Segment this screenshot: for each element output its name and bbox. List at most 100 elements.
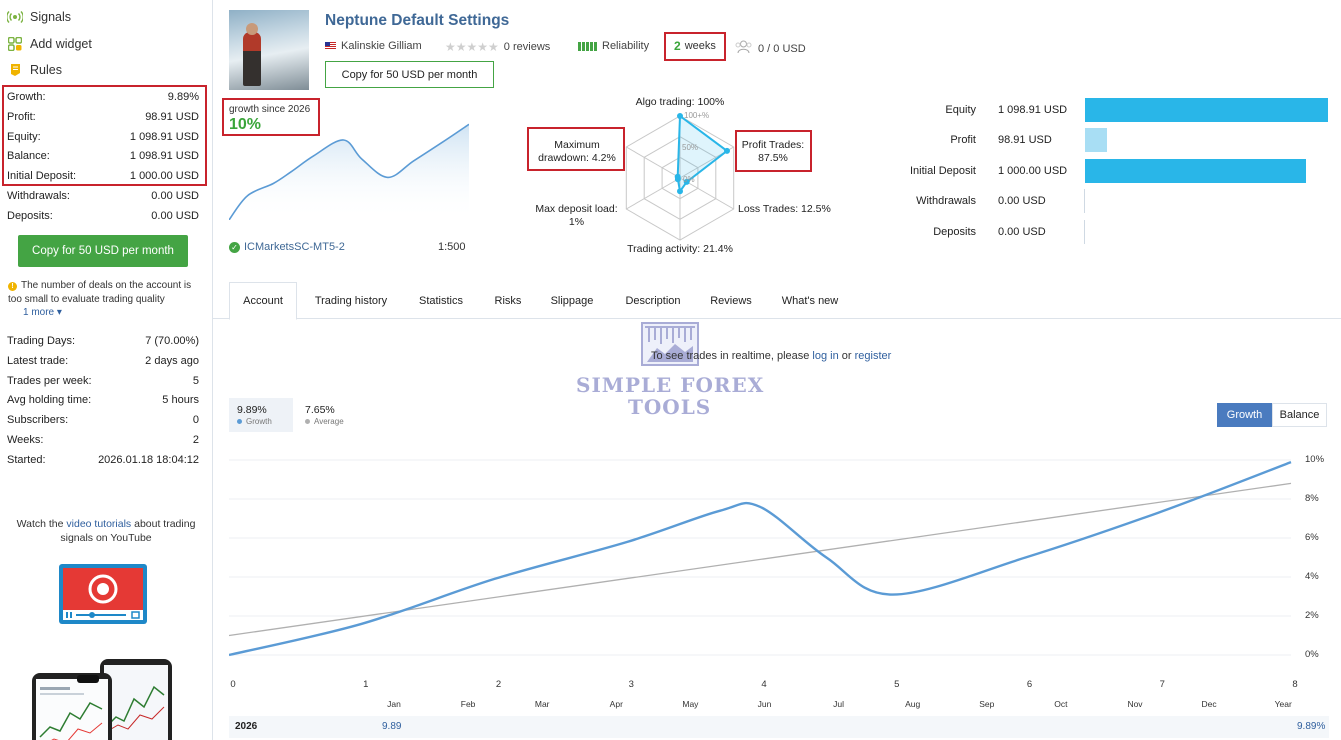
subscribers-funds-value: 0 / 0 USD — [758, 42, 806, 55]
x-tick-label: 5 — [894, 679, 900, 690]
copy-button-header[interactable]: Copy for 50 USD per month — [325, 61, 494, 88]
radar-ring-0: 0% — [683, 175, 695, 184]
legend-growth-value: 9.89% — [237, 404, 267, 416]
warning-note: ! The number of deals on the account is t… — [8, 279, 198, 320]
author-avatar[interactable] — [229, 10, 309, 90]
copy-button-sidebar[interactable]: Copy for 50 USD per month — [18, 235, 188, 267]
mini-growth-area — [229, 124, 469, 220]
mobile-app-image — [30, 657, 175, 740]
radar-chart: 100+% 50% 0% — [625, 111, 735, 241]
radar-point — [677, 113, 683, 119]
stat-subscribers: Subscribers: 0 — [7, 413, 199, 426]
radar-value-dots — [674, 113, 730, 195]
balance-bar-label: Equity — [945, 104, 976, 116]
signal-icon — [7, 9, 23, 25]
stat-deposits: Deposits: 0.00 USD — [7, 209, 199, 222]
radar-point — [724, 147, 730, 154]
video-player-icon[interactable] — [58, 563, 148, 625]
tab-reviews[interactable]: Reviews — [710, 294, 752, 307]
radar-label-activity: Trading activity: 21.4% — [627, 243, 733, 255]
signal-title[interactable]: Neptune Default Settings — [325, 12, 510, 29]
weeks-number: 2 — [674, 39, 681, 53]
highlight-box-profit-trades — [735, 130, 812, 172]
month-tick-label: Jun — [757, 699, 772, 709]
month-tick-label: Jan — [387, 699, 401, 709]
stat-growth: Growth: 9.89% — [7, 90, 199, 103]
nav-add-widget-label: Add widget — [30, 37, 92, 51]
balance-toggle-button[interactable]: Balance — [1272, 403, 1327, 427]
balance-bar-fill — [1085, 98, 1328, 122]
login-link[interactable]: log in — [812, 350, 839, 362]
tab-whats-new[interactable]: What's new — [781, 294, 839, 307]
month-tick-label: Dec — [1201, 699, 1217, 709]
video-tutorials-link[interactable]: video tutorials — [66, 518, 132, 530]
nav-signals-label: Signals — [30, 10, 71, 24]
tab-slippage[interactable]: Slippage — [550, 294, 594, 307]
balance-bar-fill — [1085, 159, 1307, 183]
stat-initial-deposit: Initial Deposit: 1 000.00 USD — [7, 169, 199, 182]
mini-growth-chart — [229, 123, 469, 220]
year-summary-total[interactable]: 9.89% — [1297, 721, 1326, 732]
realtime-note: To see trades in realtime, please log in… — [651, 350, 892, 362]
sidebar: Signals Add widget Rules Growth: 9.89% Pr… — [0, 0, 213, 740]
tab-account[interactable]: Account — [229, 282, 297, 320]
balance-bar-label: Profit — [950, 134, 976, 146]
year-summary-jan[interactable]: 9.89 — [382, 721, 402, 732]
balance-bar-empty — [1084, 189, 1085, 213]
register-link[interactable]: register — [854, 350, 892, 362]
author-name[interactable]: Kalinskie Gilliam — [341, 40, 422, 52]
watermark-bull-bear-logo — [641, 322, 699, 366]
balance-bar-label: Initial Deposit — [909, 165, 976, 177]
stat-weeks: Weeks: 2 — [7, 433, 199, 446]
radar-spoke — [626, 146, 681, 179]
nav-add-widget[interactable]: Add widget — [7, 34, 92, 54]
year-summary-row: 2026 9.89 9.89% — [229, 716, 1329, 738]
nav-rules[interactable]: Rules — [7, 60, 62, 80]
stat-trading-days: Trading Days: 7 (70.00%) — [7, 334, 199, 347]
stat-equity: Equity: 1 098.91 USD — [7, 130, 199, 143]
reviews-row[interactable]: ★★★★★ 0 reviews — [445, 40, 550, 54]
month-tick-label: Oct — [1054, 699, 1068, 709]
broker-name[interactable]: ICMarketsSC-MT5-2 — [244, 241, 345, 253]
rules-icon — [7, 62, 23, 78]
author-row[interactable]: Kalinskie Gilliam — [325, 40, 422, 52]
radar-spoke — [626, 177, 681, 210]
highlight-box-account-stats — [2, 85, 207, 186]
broker-server[interactable]: ✓ ICMarketsSC-MT5-2 — [229, 241, 345, 253]
radar-ring-100: 100+% — [684, 111, 709, 120]
mini-growth-line — [229, 123, 469, 220]
legend-average-label: Average — [314, 417, 344, 426]
watermark-text-line1: SIMPLE FOREX — [576, 373, 765, 397]
growth-toggle-button[interactable]: Growth — [1217, 403, 1272, 427]
tab-trading-history[interactable]: Trading history — [314, 294, 388, 307]
main-chart-gridlines — [229, 459, 1291, 656]
highlight-box-drawdown — [527, 127, 625, 171]
growth-since-label: growth since 2026 — [229, 104, 311, 115]
reviews-count[interactable]: 0 reviews — [503, 41, 551, 53]
video-tutorials-note: Watch the video tutorials about trading … — [16, 518, 196, 544]
tab-description[interactable]: Description — [625, 294, 681, 307]
watermark-text-line2: TOOLS — [628, 395, 712, 419]
subscribers-funds-row: 0 / 0 USD — [735, 40, 806, 57]
x-tick-label: 2 — [495, 679, 502, 690]
tab-risks[interactable]: Risks — [494, 294, 522, 307]
legend-growth[interactable]: 9.89% Growth — [229, 398, 293, 432]
x-tick-label: 3 — [628, 679, 634, 690]
month-tick-label: Nov — [1127, 699, 1143, 709]
balance-bar-label: Deposits — [933, 226, 976, 238]
stat-trades-per-week: Trades per week: 5 — [7, 374, 199, 387]
balance-bar-fill — [1085, 128, 1107, 152]
highlight-box-growth — [222, 98, 320, 136]
tab-statistics[interactable]: Statistics — [418, 294, 463, 307]
y-tick-label: 8% — [1305, 493, 1319, 504]
tab-bar: Account Trading history Statistics Risks… — [213, 282, 1341, 320]
radar-label-deposit-load: Max deposit load: 1% — [535, 203, 618, 228]
radar-label-loss-trades: Loss Trades: 12.5% — [738, 203, 831, 215]
rating-stars-icon: ★★★★★ — [445, 40, 499, 54]
verified-check-icon: ✓ — [229, 241, 240, 253]
legend-average[interactable]: 7.65% Average — [297, 398, 361, 432]
nav-signals[interactable]: Signals — [7, 7, 71, 27]
more-link[interactable]: 1 more ▾ — [23, 307, 62, 318]
balance-bar-value: 0.00 USD — [998, 226, 1046, 238]
x-tick-label: 7 — [1159, 679, 1165, 690]
